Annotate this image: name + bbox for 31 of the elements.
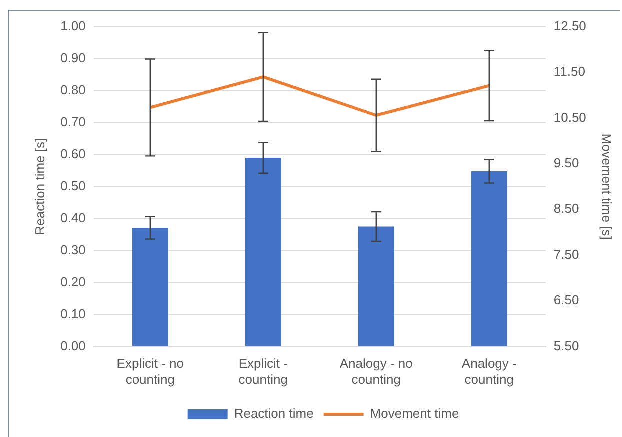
bar [358,226,394,346]
y-tick-label: 0.60 [60,146,86,162]
bar [245,158,282,346]
y-tick-label: 0.10 [60,306,86,322]
x-tick-label: Analogy - no counting [340,356,413,387]
y2-tick-label: 10.50 [554,110,586,125]
y2-tick-label: 12.50 [554,18,586,34]
y2-tick-label: 7.50 [554,246,580,262]
y2-tick-label: 5.50 [554,338,580,354]
y-tick-label: 0.00 [60,338,86,354]
y-tick-label: 0.50 [60,178,86,194]
legend-label: Reaction time [234,406,314,422]
y2-axis-title: Movement time [s] [600,134,615,240]
y-tick-label: 1.00 [60,18,86,34]
x-tick-label: Explicit - counting [238,356,288,387]
y2-tick-label: 9.50 [554,156,580,171]
y-tick-label: 0.70 [60,114,86,130]
bar [132,228,168,346]
y2-tick-label: 11.50 [554,64,586,80]
y-tick-label: 0.80 [60,82,86,98]
y2-tick-label: 8.50 [554,201,580,216]
x-tick-label: Analogy - counting [462,356,517,387]
x-tick-label: Explicit - no counting [116,356,184,387]
legend-label: Movement time [370,406,460,422]
y-axis-title: Reaction time [s] [32,138,48,236]
y-tick-label: 0.40 [60,210,86,226]
y-tick-label: 0.30 [60,242,86,258]
bar [471,171,508,346]
y2-tick-label: 6.50 [554,292,580,308]
y-tick-label: 0.90 [60,50,86,66]
y-tick-label: 0.20 [60,274,86,290]
